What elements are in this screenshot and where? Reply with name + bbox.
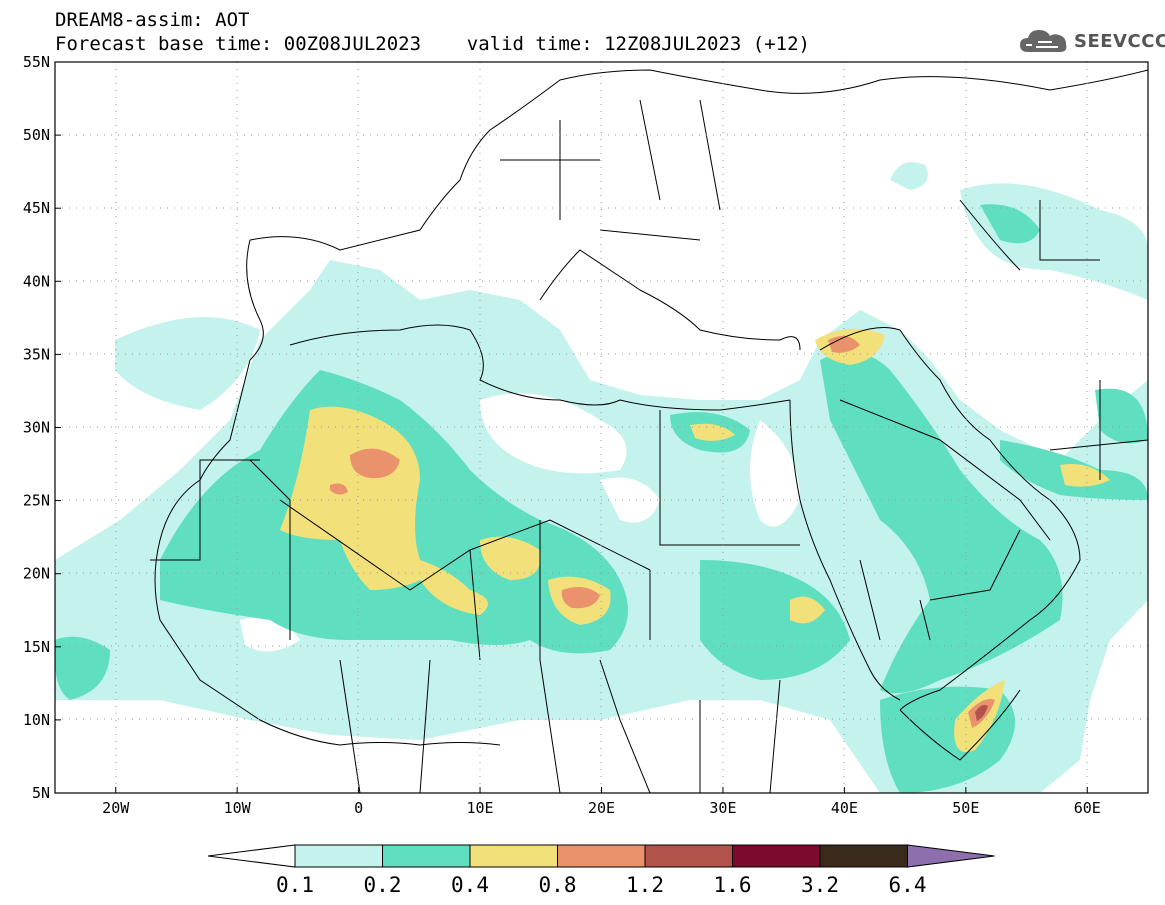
latitude-axis: 5N 10N 15N 20N 25N 30N 35N 40N 45N 50N 55N (23, 53, 61, 802)
lon-label: 10E (467, 799, 494, 817)
lat-label: 10N (23, 711, 50, 729)
colorbar-high-arrow (907, 844, 995, 868)
colorbar-swatch (382, 844, 471, 868)
lat-label: 20N (23, 565, 50, 583)
lon-label: 20E (588, 799, 615, 817)
colorbar-swatch (819, 844, 908, 868)
colorbar-label: 0.2 (364, 873, 402, 897)
lon-label: 60E (1074, 799, 1101, 817)
colorbar-swatch (469, 844, 558, 868)
lat-label: 30N (23, 419, 50, 437)
colorbar-label: 0.1 (276, 873, 314, 897)
lat-label: 5N (32, 784, 50, 802)
aot-field (55, 62, 1148, 793)
map-title: DREAM8-assim: AOT (55, 9, 250, 31)
colorbar: 0.1 0.2 0.4 0.8 1.2 1.6 3.2 6.4 (207, 844, 995, 897)
lon-label: 20W (102, 799, 130, 817)
colorbar-low-arrow (207, 844, 296, 868)
lat-label: 50N (23, 126, 50, 144)
colorbar-label: 0.4 (451, 873, 489, 897)
lat-label: 55N (23, 53, 50, 71)
graticule (55, 62, 1148, 793)
lat-label: 45N (23, 199, 50, 217)
lon-label: 30E (709, 799, 736, 817)
colorbar-swatch (644, 844, 733, 868)
colorbar-label: 6.4 (889, 873, 927, 897)
lon-label: 50E (952, 799, 979, 817)
lon-label: 40E (831, 799, 858, 817)
colorbar-swatch (294, 844, 383, 868)
aot-contour-1.2 (975, 704, 988, 721)
lat-label: 40N (23, 272, 50, 290)
lat-label: 35N (23, 345, 50, 363)
seevccc-logo: SEEVCCC (1018, 26, 1165, 56)
cloud-icon (1020, 30, 1067, 52)
logo-text: SEEVCCC (1074, 30, 1165, 52)
lat-label: 25N (23, 492, 50, 510)
forecast-times: Forecast base time: 00Z08JUL2023 valid t… (55, 33, 810, 55)
lat-label: 15N (23, 638, 50, 656)
longitude-axis: 20W 10W 0 10E 20E 30E 40E 50E 60E (102, 787, 1101, 817)
colorbar-label: 0.8 (539, 873, 577, 897)
colorbar-label: 1.2 (626, 873, 664, 897)
colorbar-swatch (557, 844, 646, 868)
colorbar-swatch (732, 844, 821, 868)
lon-label: 10W (224, 799, 252, 817)
colorbar-label: 3.2 (801, 873, 839, 897)
colorbar-label: 1.6 (714, 873, 752, 897)
lon-label: 0 (354, 799, 363, 817)
